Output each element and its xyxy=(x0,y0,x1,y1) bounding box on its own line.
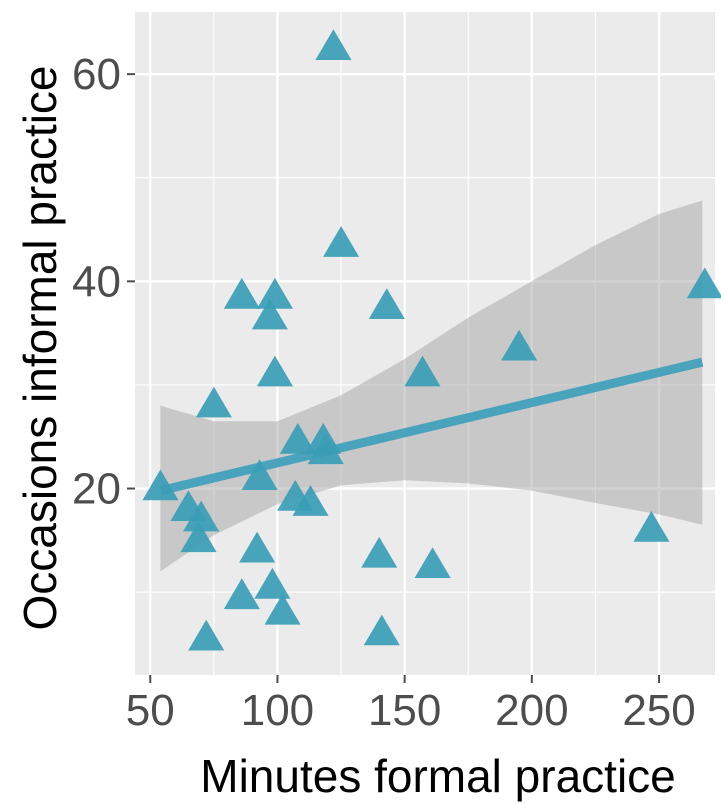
y-tick-label: 40 xyxy=(72,257,121,306)
trend-line xyxy=(159,357,704,495)
data-point xyxy=(256,277,293,309)
y-axis-ticks: 20 40 60 xyxy=(72,50,135,514)
data-point xyxy=(363,614,400,646)
data-point xyxy=(256,355,293,387)
data-point xyxy=(414,547,451,578)
x-axis-title: Minutes formal practice xyxy=(200,750,676,802)
data-point xyxy=(279,422,316,454)
data-point xyxy=(195,386,232,418)
y-tick-label: 20 xyxy=(72,465,121,514)
data-point xyxy=(323,226,360,257)
x-tick-label: 100 xyxy=(241,686,314,735)
data-point xyxy=(239,531,276,563)
minor-gridlines xyxy=(135,12,715,675)
x-tick-label: 50 xyxy=(126,686,175,735)
x-tick-label: 150 xyxy=(368,686,441,735)
data-point xyxy=(188,619,225,651)
data-point xyxy=(633,511,670,542)
data-point xyxy=(292,485,329,516)
data-point xyxy=(223,277,260,309)
y-axis-title: Occasions informal practice xyxy=(14,66,66,631)
data-point xyxy=(180,521,217,553)
data-point xyxy=(315,29,352,60)
data-point xyxy=(241,459,278,490)
data-point xyxy=(686,267,721,299)
data-point xyxy=(251,298,288,330)
major-gridlines xyxy=(135,12,715,675)
data-point xyxy=(361,536,398,568)
data-point xyxy=(501,329,538,361)
data-point xyxy=(368,288,405,319)
x-tick-label: 250 xyxy=(622,686,695,735)
data-points xyxy=(142,29,721,651)
data-point xyxy=(223,578,260,610)
data-point xyxy=(404,355,441,387)
x-tick-label: 200 xyxy=(495,686,568,735)
data-point xyxy=(142,469,179,501)
data-point xyxy=(183,500,220,532)
x-axis-ticks: 50 100 150 200 250 xyxy=(126,675,696,735)
data-point xyxy=(264,593,301,625)
y-tick-label: 60 xyxy=(72,50,121,99)
data-point xyxy=(254,567,291,599)
data-point xyxy=(307,433,344,465)
